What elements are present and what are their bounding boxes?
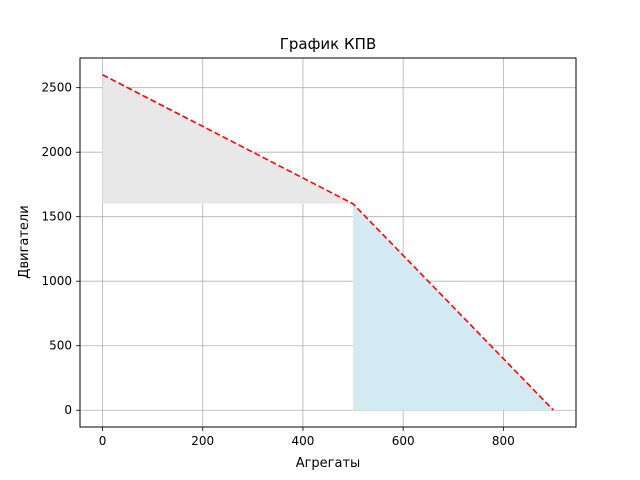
chart-title: График КПВ: [280, 35, 376, 53]
x-tick-label: 400: [291, 434, 314, 448]
filled-region-1: [102, 74, 354, 204]
y-tick-label: 1000: [41, 274, 72, 288]
plot-frame: [79, 57, 577, 428]
series-lines: [102, 74, 555, 411]
y-axis-ticks: 0 500 1000 1500 2000 2500: [41, 81, 80, 417]
x-tick-label: 0: [99, 434, 107, 448]
y-tick-label: 2500: [41, 81, 72, 95]
series-line-1: [102, 74, 555, 411]
y-tick-label: 500: [49, 339, 72, 353]
y-axis-label: Двигатели: [17, 205, 32, 278]
y-tick-label: 0: [64, 403, 72, 417]
x-tick-label: 600: [392, 434, 415, 448]
x-tick-label: 800: [492, 434, 515, 448]
grid-lines: [80, 58, 576, 427]
y-tick-label: 1500: [41, 210, 72, 224]
x-tick-label: 200: [191, 434, 214, 448]
x-axis-ticks: 0 200 400 600 800: [99, 427, 515, 448]
y-tick-label: 2000: [41, 145, 72, 159]
x-axis-label: Агрегаты: [296, 456, 361, 471]
